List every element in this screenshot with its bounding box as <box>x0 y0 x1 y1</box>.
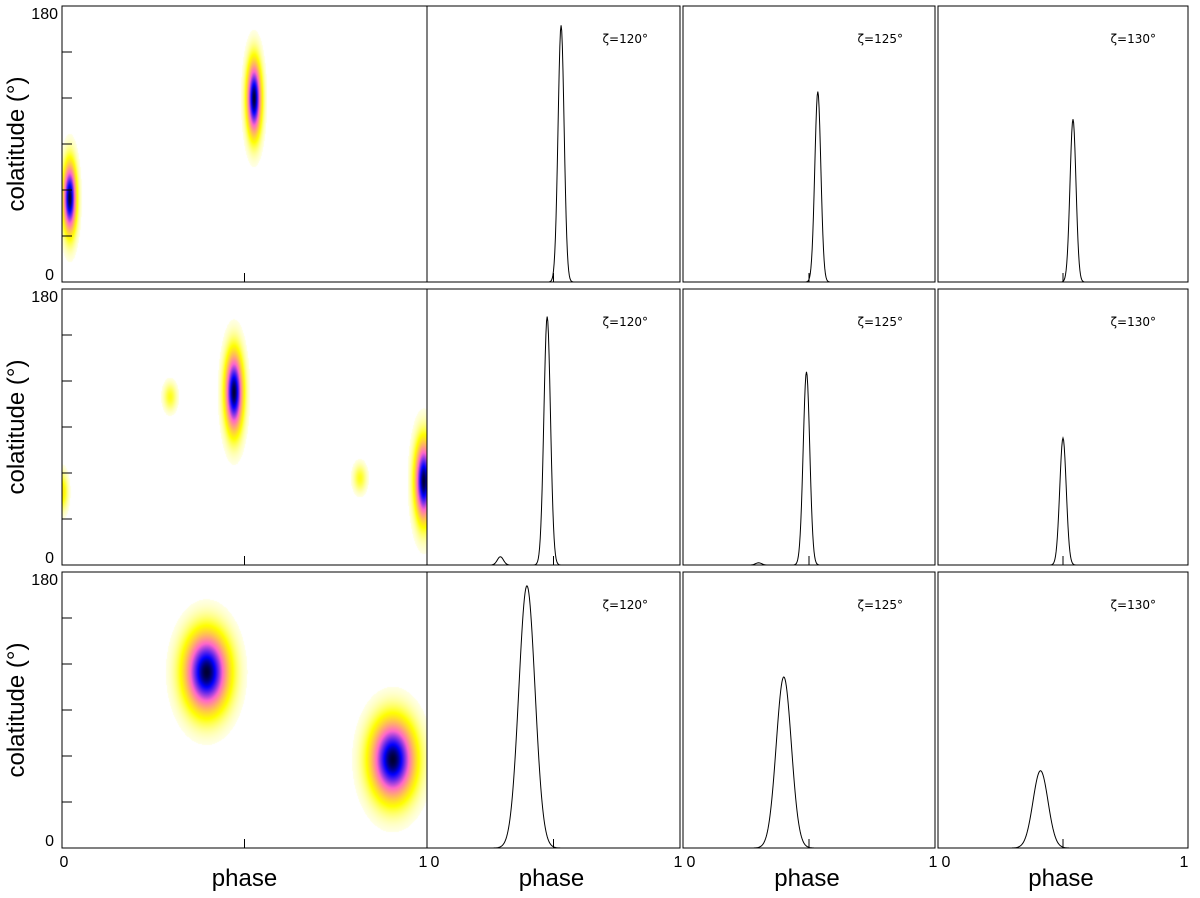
zeta-label: ζ=125° <box>858 315 904 329</box>
x-axis-label: phase <box>519 865 584 892</box>
profile-frame-bottom-1 <box>426 571 681 849</box>
x-tick-label-1: 1 <box>674 854 683 871</box>
profile-frame-top-2 <box>682 5 936 283</box>
y-tick-label-180: 180 <box>31 289 58 306</box>
y-tick-label-0: 0 <box>45 833 54 850</box>
y-axis-label: colatitude (°) <box>3 360 30 495</box>
profile-curve-middle-2 <box>683 371 935 566</box>
profile-curve-bottom-2 <box>683 676 935 849</box>
heatmap-top <box>62 6 427 282</box>
x-axis-label: phase <box>774 865 839 892</box>
profile-frame-top-1 <box>426 5 681 283</box>
x-tick-label-0: 0 <box>431 854 440 871</box>
x-tick-label-0: 0 <box>942 854 951 871</box>
profile-curve-bottom-1 <box>427 584 680 849</box>
x-tick-label-0: 0 <box>687 854 696 871</box>
profile-curve-bottom-3 <box>938 770 1188 849</box>
y-tick-label-0: 0 <box>45 267 54 284</box>
profile-curve-top-2 <box>683 91 935 283</box>
profile-curve-middle-1 <box>427 316 680 566</box>
heatmap-middle <box>62 289 427 565</box>
y-tick-label-0: 0 <box>45 550 54 567</box>
profile-curve-top-1 <box>427 25 680 283</box>
zeta-label: ζ=130° <box>1111 315 1157 329</box>
x-tick-label-1: 1 <box>929 854 938 871</box>
profile-frame-top-3 <box>937 5 1189 283</box>
x-tick-label-1: 1 <box>1180 854 1189 871</box>
heatmap-bottom <box>62 572 427 848</box>
zeta-label: ζ=125° <box>858 598 904 612</box>
profile-frame-middle-3 <box>937 288 1189 566</box>
profile-frame-bottom-3 <box>937 571 1189 849</box>
x-axis-label: phase <box>212 865 277 892</box>
zeta-label: ζ=120° <box>603 315 649 329</box>
zeta-label: ζ=130° <box>1111 32 1157 46</box>
zeta-label: ζ=125° <box>858 32 904 46</box>
profile-curve-middle-3 <box>938 436 1188 566</box>
x-tick-label-1: 1 <box>419 854 428 871</box>
zeta-label: ζ=120° <box>603 32 649 46</box>
x-tick-label-0: 0 <box>60 854 69 871</box>
profile-frame-bottom-2 <box>682 571 936 849</box>
y-tick-label-180: 180 <box>31 572 58 589</box>
y-tick-label-180: 180 <box>31 6 58 23</box>
y-axis-label: colatitude (°) <box>3 643 30 778</box>
profile-curve-top-3 <box>938 119 1188 283</box>
zeta-label: ζ=130° <box>1111 598 1157 612</box>
y-axis-label: colatitude (°) <box>3 77 30 212</box>
zeta-label: ζ=120° <box>603 598 649 612</box>
x-axis-label: phase <box>1028 865 1093 892</box>
